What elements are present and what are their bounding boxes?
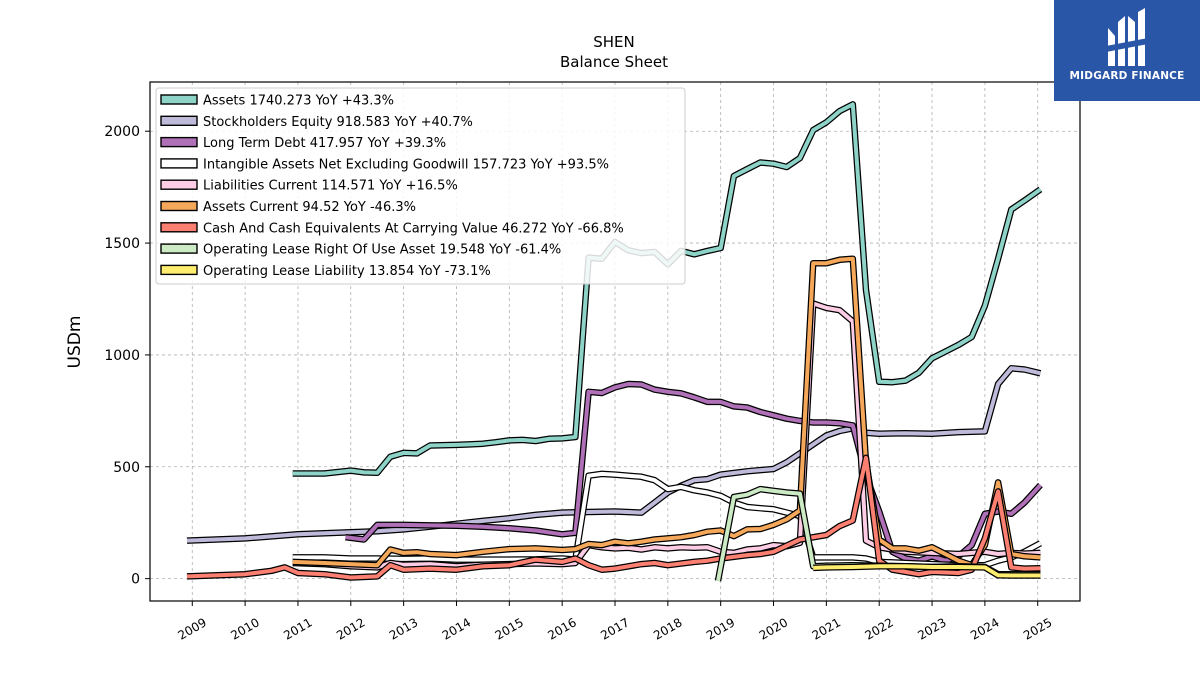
legend-swatch	[160, 243, 198, 254]
x-tick-label: 2020	[757, 615, 790, 642]
legend-entry: Assets Current 94.52 YoY -46.3%	[203, 200, 416, 215]
legend-entry: Long Term Debt 417.957 YoY +39.3%	[203, 136, 446, 151]
x-tick-label: 2009	[176, 615, 209, 642]
series-line	[345, 382, 1042, 563]
x-tick-label: 2012	[334, 615, 367, 642]
y-tick-label: 1500	[104, 236, 140, 252]
x-tick-label: 2022	[862, 615, 895, 642]
y-tick-label: 1000	[104, 348, 140, 364]
legend-swatch	[160, 115, 198, 127]
x-tick-label: 2013	[387, 615, 420, 642]
legend-entry: Operating Lease Liability 13.854 YoY -73…	[203, 264, 491, 279]
legend: Assets 1740.273 YoY +43.3% Stockholders E…	[155, 87, 686, 285]
x-tick-label: 2015	[493, 615, 526, 642]
chart-title: SHEN	[593, 33, 635, 51]
y-axis-label: USDm	[65, 316, 85, 369]
legend-entry: Operating Lease Right Of Use Asset 19.54…	[203, 243, 561, 258]
chart-subtitle: Balance Sheet	[560, 53, 668, 71]
legend-swatch	[160, 222, 198, 233]
series-line	[186, 455, 1041, 580]
x-tick-label: 2019	[704, 615, 737, 642]
legend-entry: Cash And Cash Equivalents At Carrying Va…	[203, 221, 624, 236]
x-tick-label: 2025	[1021, 615, 1054, 642]
series-line	[292, 102, 1042, 476]
series-line-outline	[292, 255, 1041, 569]
series-layer	[186, 101, 1043, 582]
legend-entry: Liabilities Current 114.571 YoY +16.5%	[203, 179, 458, 194]
x-tick-label: 2024	[968, 615, 1001, 642]
x-tick-label: 2023	[915, 615, 948, 642]
series-line-outline	[186, 365, 1042, 544]
brand-logo: MIDGARD FINANCE	[1054, 0, 1200, 101]
y-tick-label: 500	[113, 460, 140, 476]
y-tick-label: 0	[131, 572, 140, 588]
x-tick-label: 2014	[440, 615, 473, 642]
legend-swatch	[160, 94, 198, 105]
legend-swatch	[160, 264, 198, 276]
series-line	[292, 256, 1041, 568]
brand-name: MIDGARD FINANCE	[1069, 70, 1185, 82]
x-tick-label: 2017	[598, 615, 631, 642]
legend-box	[155, 87, 686, 285]
legend-swatch	[160, 200, 198, 212]
y-tick-label: 2000	[104, 124, 140, 140]
midgard-logo-icon	[1106, 8, 1148, 66]
x-tick-label: 2011	[281, 615, 314, 642]
legend-entry: Stockholders Equity 918.583 YoY +40.7%	[203, 115, 473, 130]
x-tick-label: 2016	[545, 615, 578, 642]
x-tick-label: 2018	[651, 615, 684, 642]
x-tick-label: 2010	[228, 615, 261, 642]
legend-swatch	[160, 136, 198, 148]
x-tick-label: 2021	[810, 615, 843, 642]
series-line	[813, 564, 1041, 578]
legend-entry: Assets 1740.273 YoY +43.3%	[203, 94, 394, 109]
legend-entry: Intangible Assets Net Excluding Goodwill…	[203, 157, 609, 172]
legend-swatch	[160, 158, 198, 169]
legend-swatch	[160, 179, 198, 190]
